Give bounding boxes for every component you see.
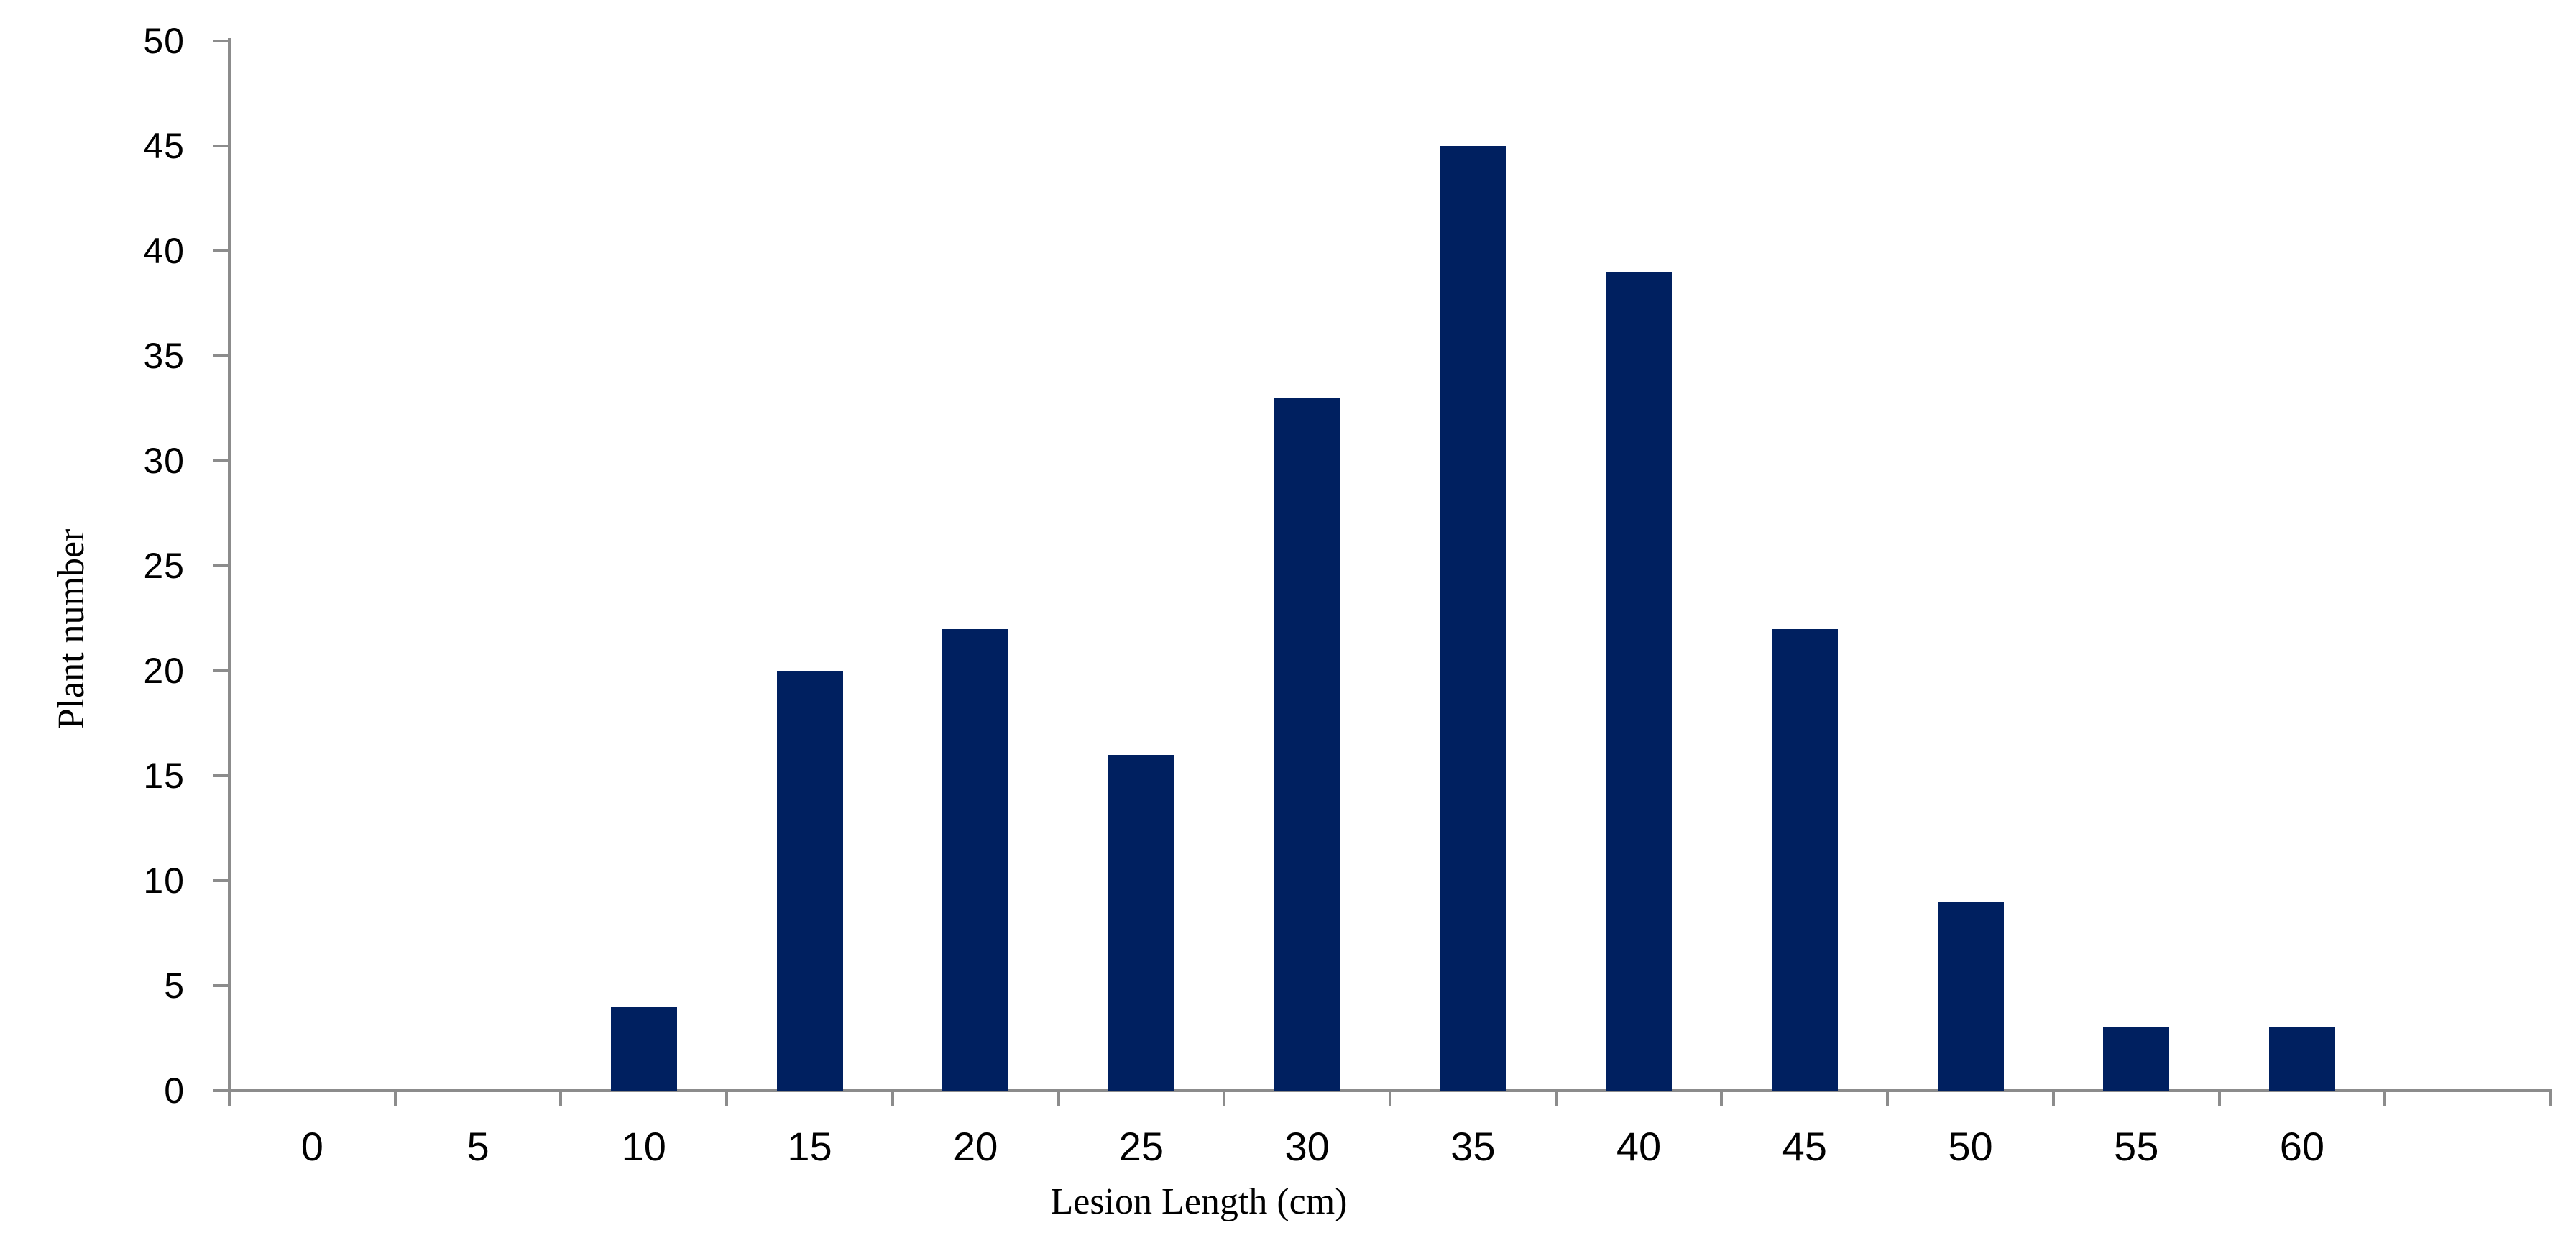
y-tick-label: 15 (143, 756, 185, 796)
y-axis-tick (213, 669, 229, 672)
x-axis-tick (891, 1089, 894, 1106)
y-axis-line (228, 38, 231, 1106)
bar-20 (942, 628, 1009, 1091)
x-tick-label: 20 (953, 1124, 998, 1169)
bar-15 (776, 671, 843, 1091)
x-tick-label: 5 (466, 1124, 489, 1169)
x-axis-tick (2549, 1089, 2552, 1106)
x-tick-label: 15 (787, 1124, 832, 1169)
y-tick-label: 50 (143, 21, 185, 61)
x-tick-label: 55 (2114, 1124, 2159, 1169)
x-tick-label: 10 (621, 1124, 666, 1169)
bar-35 (1440, 146, 1506, 1091)
y-axis-tick (213, 879, 229, 882)
bar-60 (2268, 1027, 2335, 1091)
x-axis-tick (1389, 1089, 1392, 1106)
x-tick-label: 60 (2279, 1124, 2325, 1169)
x-axis-tick (393, 1089, 397, 1106)
x-axis-tick (2383, 1089, 2387, 1106)
bar-10 (610, 1007, 677, 1091)
y-tick-label: 35 (143, 336, 185, 376)
y-axis-tick (213, 40, 229, 42)
y-tick-label: 25 (143, 546, 185, 586)
x-tick-label: 40 (1616, 1124, 1662, 1169)
x-axis-tick (559, 1089, 563, 1106)
bar-30 (1274, 398, 1340, 1091)
y-tick-label: 40 (143, 231, 185, 271)
y-axis-tick (213, 145, 229, 147)
y-axis-tick (213, 564, 229, 567)
y-axis-tick (213, 354, 229, 357)
y-tick-label: 10 (143, 861, 185, 901)
x-axis-tick (725, 1089, 729, 1106)
x-tick-label: 35 (1450, 1124, 1496, 1169)
x-axis-title: Lesion Length (cm) (1050, 1181, 1348, 1222)
y-axis-tick (213, 459, 229, 462)
bar-40 (1606, 272, 1673, 1091)
y-axis-tick (213, 1089, 229, 1092)
x-axis-tick (1223, 1089, 1226, 1106)
x-axis-tick (228, 1089, 231, 1106)
bar-55 (2103, 1027, 2170, 1091)
x-axis-tick (2051, 1089, 2055, 1106)
y-tick-label: 45 (143, 126, 185, 166)
x-axis-tick (1554, 1089, 1558, 1106)
y-axis-tick (213, 249, 229, 252)
y-tick-label: 0 (164, 1071, 185, 1111)
x-tick-label: 30 (1284, 1124, 1330, 1169)
y-axis-tick (213, 984, 229, 987)
x-axis-tick (1886, 1089, 1890, 1106)
x-tick-label: 25 (1118, 1124, 1164, 1169)
bar-25 (1108, 754, 1174, 1091)
x-tick-label: 45 (1782, 1124, 1827, 1169)
y-axis-tick (213, 774, 229, 777)
y-axis-title: Plant number (51, 528, 92, 730)
y-tick-label: 30 (143, 441, 185, 481)
bar-45 (1771, 628, 1838, 1091)
x-axis-tick (1720, 1089, 1724, 1106)
y-tick-label: 20 (143, 651, 185, 691)
x-axis-tick (2217, 1089, 2221, 1106)
bar-50 (1937, 902, 2004, 1091)
x-tick-label: 50 (1948, 1124, 1993, 1169)
y-tick-label: 5 (164, 966, 185, 1006)
x-tick-label: 0 (300, 1124, 323, 1169)
x-axis-tick (1057, 1089, 1060, 1106)
